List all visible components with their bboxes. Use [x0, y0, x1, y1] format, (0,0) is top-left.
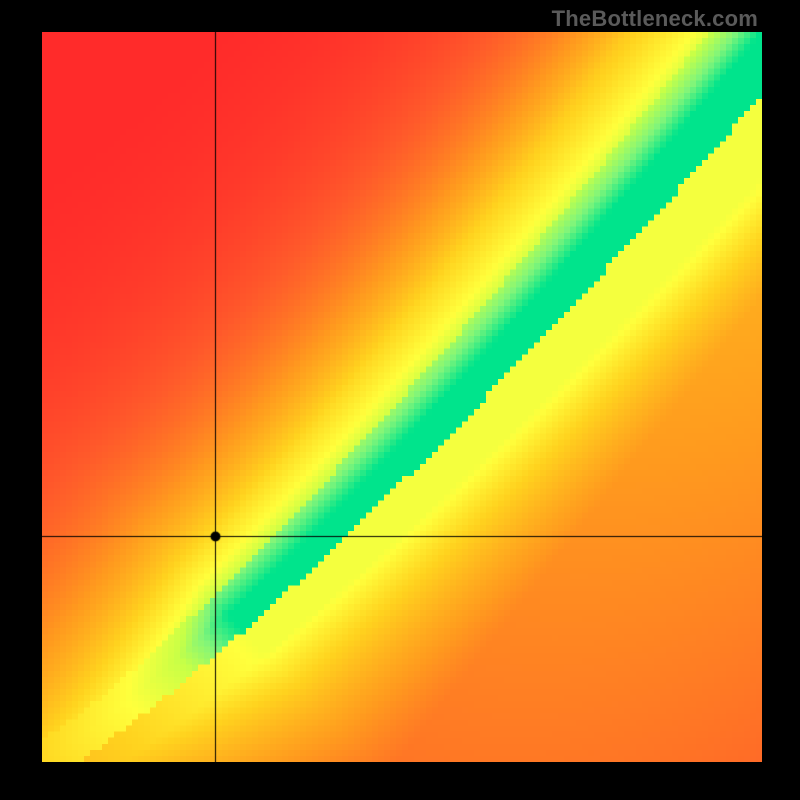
chart-container: TheBottleneck.com	[0, 0, 800, 800]
crosshair-overlay	[42, 32, 762, 762]
watermark-text: TheBottleneck.com	[552, 6, 758, 32]
